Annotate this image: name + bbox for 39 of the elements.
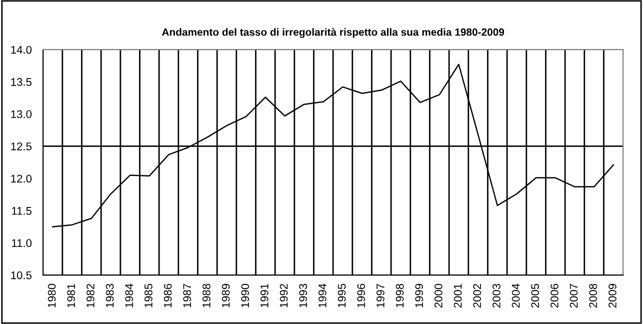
y-tick-label: 14.0 — [11, 46, 32, 54]
y-tick-label: 13.0 — [11, 110, 32, 118]
x-tick-label: 2008 — [589, 284, 598, 308]
x-tick-label: 1998 — [396, 284, 404, 308]
chart-title: Andamento del tasso di irregolarità rispetto alla sua media 1980-2009 — [162, 28, 504, 38]
x-tick-label: 1991 — [260, 284, 268, 308]
x-tick-label: 1982 — [86, 284, 94, 308]
x-tick-label: 1981 — [67, 284, 76, 308]
y-tick-label: 10.5 — [11, 271, 32, 280]
y-tick-label: 11.0 — [12, 239, 32, 247]
x-tick-label: 2003 — [492, 284, 500, 308]
y-tick-label: 11.5 — [12, 207, 32, 215]
x-tick-label: 1987 — [183, 284, 192, 308]
x-tick-label: 1989 — [222, 284, 230, 308]
x-tick-label: 1999 — [415, 284, 424, 308]
x-tick-label: 1984 — [125, 284, 134, 308]
x-tick-label: 1990 — [241, 284, 250, 308]
x-tick-label: 2009 — [608, 284, 616, 308]
x-tick-label: 1985 — [144, 284, 152, 308]
x-tick-label: 1980 — [48, 284, 56, 308]
x-tick-label: 1997 — [376, 284, 384, 308]
y-tick-label: 13.5 — [11, 78, 32, 86]
y-tick-label: 12.0 — [11, 174, 32, 183]
x-tick-label: 1986 — [164, 284, 172, 308]
x-tick-label: 2000 — [434, 284, 442, 308]
y-tick-label: 12.5 — [11, 142, 32, 150]
x-tick-label: 1994 — [318, 284, 326, 308]
x-tick-label: 2007 — [570, 284, 578, 308]
x-tick-label: 2002 — [473, 284, 482, 308]
x-tick-label: 1996 — [357, 284, 366, 308]
x-tick-label: 1983 — [106, 284, 114, 308]
x-tick-label: 2004 — [512, 284, 520, 308]
x-tick-label: 1988 — [202, 284, 210, 308]
x-tick-label: 2005 — [531, 284, 540, 308]
x-tick-label: 1993 — [299, 284, 308, 308]
x-tick-label: 2001 — [454, 284, 462, 308]
x-tick-label: 1995 — [338, 284, 346, 308]
x-tick-label: 2006 — [550, 284, 558, 308]
x-tick-label: 1992 — [280, 284, 288, 308]
